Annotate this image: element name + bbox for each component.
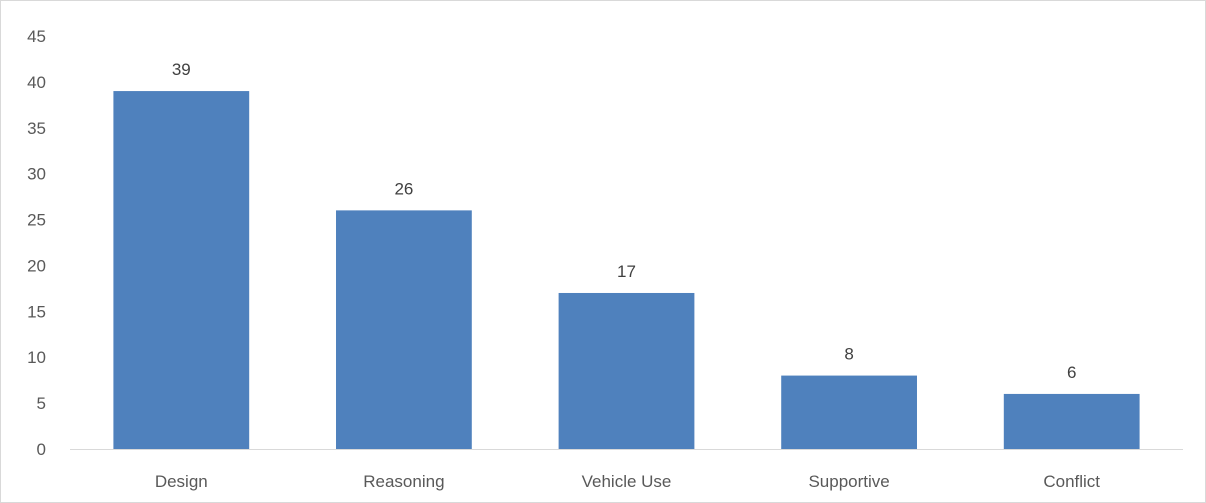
bar-design [113,91,250,450]
data-label: 39 [172,60,191,79]
bar-conflict [1003,393,1140,449]
bar-reasoning [336,210,472,449]
y-tick-label: 25 [27,211,46,230]
data-label: 8 [844,345,853,364]
y-tick-label: 15 [27,302,46,321]
x-axis-ticks: Design Reasoning Vehicle Use Supportive Conf… [155,472,1100,491]
data-labels: 39 26 17 8 6 [172,60,1077,382]
x-tick-label: Supportive [808,472,889,491]
data-label: 26 [394,179,413,198]
x-tick-label: Design [155,472,208,491]
y-tick-label: 35 [27,119,46,138]
bar-series [113,91,1140,450]
data-label: 6 [1067,363,1076,382]
x-tick-label: Vehicle Use [582,472,672,491]
y-axis-ticks: 0 5 10 15 20 25 30 35 40 45 [27,27,46,459]
y-tick-label: 20 [27,256,46,275]
y-tick-label: 5 [37,394,46,413]
data-label: 17 [617,262,636,281]
x-tick-label: Reasoning [363,472,444,491]
bar-supportive [781,375,917,449]
y-tick-label: 45 [27,27,46,46]
y-tick-label: 30 [27,165,46,184]
y-tick-label: 40 [27,73,46,92]
x-tick-label: Conflict [1043,472,1100,491]
bar-vehicle-use [558,292,695,449]
y-tick-label: 10 [27,348,46,367]
y-tick-label: 0 [37,440,46,459]
